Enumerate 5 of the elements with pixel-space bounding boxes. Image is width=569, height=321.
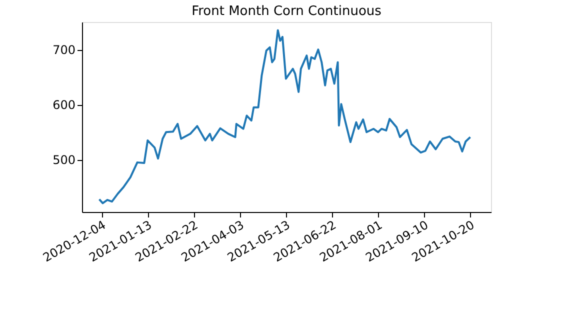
chart-title: Front Month Corn Continuous [192,4,382,19]
y-tick-label: 600 [52,98,76,112]
line-series [98,29,472,204]
y-tick-label: 700 [52,43,76,58]
y-tick-label: 500 [52,153,76,168]
